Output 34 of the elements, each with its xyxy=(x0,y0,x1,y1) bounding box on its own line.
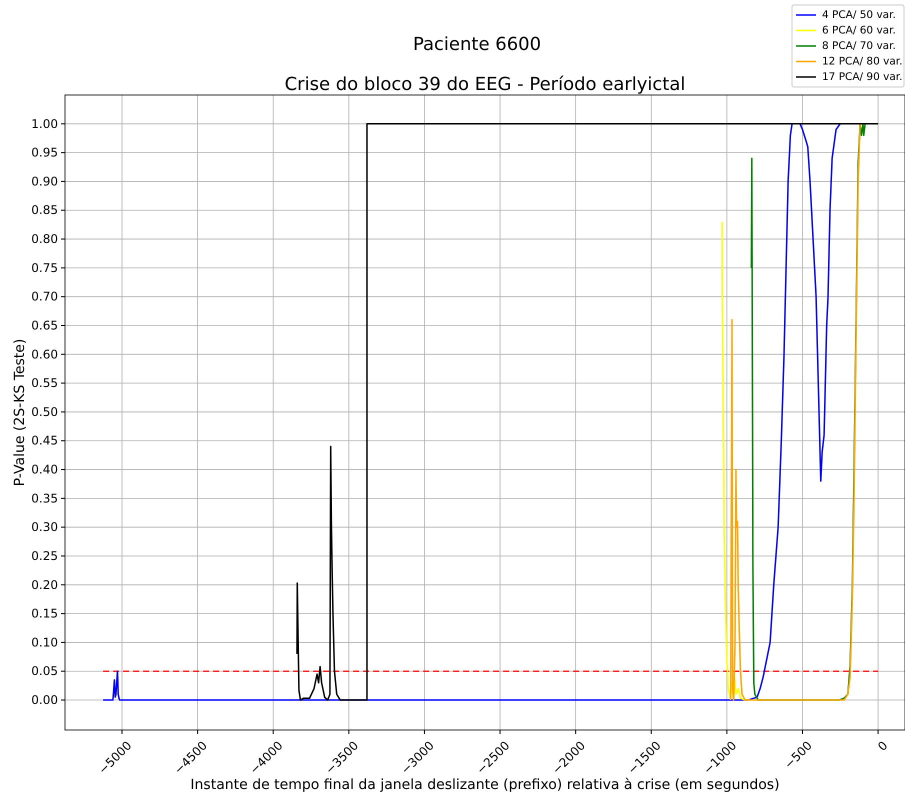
y-tick-label: 0.55 xyxy=(31,376,58,390)
y-tick-label: 0.30 xyxy=(31,520,58,534)
y-tick-label: 0.60 xyxy=(31,347,58,362)
legend-label: 8 PCA/ 70 var. xyxy=(822,40,896,52)
y-tick-label: 0.00 xyxy=(31,693,58,708)
y-tick-label: 0.90 xyxy=(31,174,58,188)
y-tick-label: 0.85 xyxy=(31,203,58,218)
y-tick-label: 0.45 xyxy=(31,434,58,448)
chart-title: Paciente 6600 xyxy=(412,34,542,55)
legend-label: 6 PCA/ 60 var. xyxy=(822,24,896,36)
y-tick-label: 0.80 xyxy=(31,232,58,246)
y-tick-label: 0.25 xyxy=(31,548,58,563)
legend-label: 12 PCA/ 80 var. xyxy=(822,56,902,68)
line-series xyxy=(102,123,843,701)
x-axis-title: Instante de tempo final da janela deslizante (prefixo) relativa à crise (em segundos) xyxy=(190,777,780,793)
chart-subtitle: Crise do bloco 39 do EEG - Período earlyictal xyxy=(284,74,686,95)
y-tick-label: 0.75 xyxy=(31,260,58,275)
legend-label: 17 PCA/ 90 var. xyxy=(822,71,902,83)
y-tick-label: 0.15 xyxy=(31,606,58,621)
x-tick-label: 0 xyxy=(875,738,890,754)
line-series xyxy=(296,123,879,701)
y-tick-label: 0.70 xyxy=(31,290,58,304)
y-tick-label: 0.05 xyxy=(31,664,58,678)
y-tick-label: 1.00 xyxy=(31,116,58,131)
y-tick-label: 0.65 xyxy=(31,318,58,332)
y-axis-title: P-Value (2S-KS Teste) xyxy=(12,338,28,486)
legend-label: 4 PCA/ 50 var. xyxy=(822,9,896,21)
y-tick-label: 0.10 xyxy=(31,635,58,650)
y-tick-label: 0.20 xyxy=(31,578,58,592)
y-tick-label: 0.40 xyxy=(31,462,58,477)
line-series xyxy=(730,123,864,701)
y-tick-label: 0.95 xyxy=(31,146,58,160)
y-tick-label: 0.35 xyxy=(31,491,58,506)
y-tick-label: 0.50 xyxy=(31,404,58,419)
